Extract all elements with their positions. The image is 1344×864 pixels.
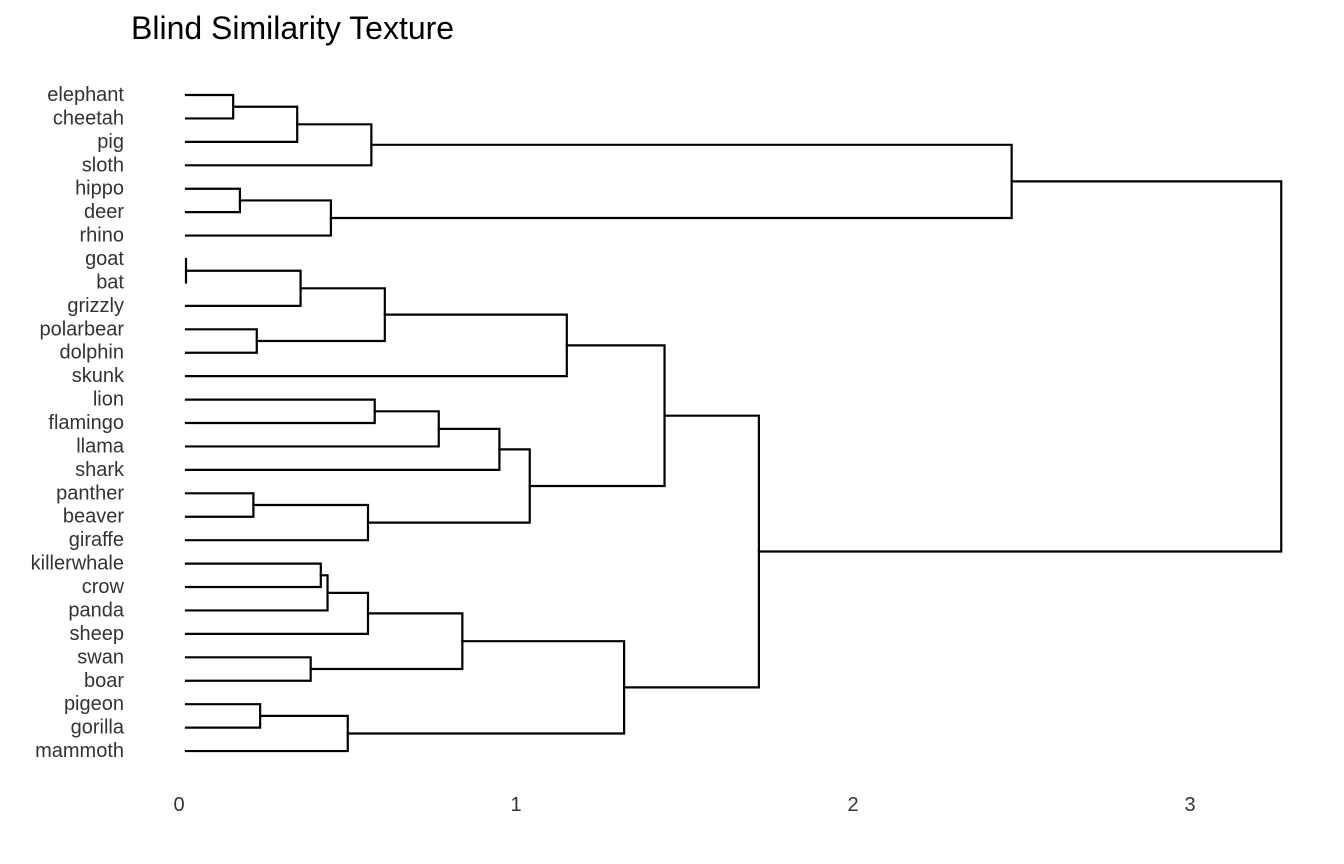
leaf-label-beaver: beaver xyxy=(63,506,124,528)
branch-merge-22 xyxy=(309,612,464,671)
leaf-label-dolphin: dolphin xyxy=(59,342,124,364)
branch-merge-0 xyxy=(184,93,235,120)
branch-merge-8 xyxy=(184,328,258,354)
branch-merge-19 xyxy=(184,574,329,612)
leaf-label-deer: deer xyxy=(84,201,124,223)
branch-merge-14 xyxy=(184,492,255,518)
leaf-label-skunk: skunk xyxy=(72,365,125,387)
leaf-label-crow: crow xyxy=(82,576,125,598)
branch-merge-12 xyxy=(184,410,440,448)
branch-merge-7 xyxy=(184,269,302,307)
leaf-label-panther: panther xyxy=(56,482,124,504)
leaf-labels: elephantcheetahpigslothhippodeerrhinogoa… xyxy=(31,84,125,762)
leaf-label-gorilla: gorilla xyxy=(71,717,125,739)
branch-merge-15 xyxy=(184,503,370,542)
leaf-label-panda: panda xyxy=(68,599,124,621)
branch-merge-10 xyxy=(184,313,568,378)
leaf-label-sloth: sloth xyxy=(82,154,124,176)
leaf-label-cheetah: cheetah xyxy=(53,107,124,129)
branch-merge-2 xyxy=(184,123,373,167)
dendrogram-branches xyxy=(184,93,1283,753)
x-tick-label-0: 0 xyxy=(173,794,184,816)
leaf-label-elephant: elephant xyxy=(47,84,124,106)
branch-merge-9 xyxy=(255,287,386,343)
branch-merge-11 xyxy=(184,398,376,425)
leaf-label-killerwhale: killerwhale xyxy=(31,553,124,575)
x-tick-label-3: 3 xyxy=(1184,794,1195,816)
branch-merge-1 xyxy=(184,105,299,143)
leaf-label-pig: pig xyxy=(97,131,124,153)
branch-merge-16 xyxy=(366,448,531,524)
leaf-label-pigeon: pigeon xyxy=(64,693,124,715)
leaf-label-flamingo: flamingo xyxy=(48,412,124,434)
leaf-label-lion: lion xyxy=(93,389,124,411)
leaf-label-boar: boar xyxy=(84,670,124,692)
branch-merge-18 xyxy=(184,562,322,589)
x-axis: 0 1 2 3 xyxy=(173,794,1195,816)
leaf-label-bat: bat xyxy=(96,271,124,293)
branch-merge-25 xyxy=(346,640,626,735)
x-tick-label-1: 1 xyxy=(510,794,521,816)
leaf-label-rhino: rhino xyxy=(80,225,124,247)
chart-title: Blind Similarity Texture xyxy=(131,10,454,46)
leaf-label-swan: swan xyxy=(77,646,124,668)
leaf-label-llama: llama xyxy=(76,435,125,457)
branch-merge-4 xyxy=(184,199,333,237)
leaf-label-shark: shark xyxy=(75,459,125,481)
branch-merge-24 xyxy=(184,714,349,753)
leaf-label-mammoth: mammoth xyxy=(35,740,124,762)
branch-merge-13 xyxy=(184,427,501,471)
leaf-label-polarbear: polarbear xyxy=(39,318,124,340)
leaf-label-giraffe: giraffe xyxy=(69,529,124,551)
leaf-label-goat: goat xyxy=(85,248,124,270)
x-tick-label-2: 2 xyxy=(847,794,858,816)
leaf-label-hippo: hippo xyxy=(75,178,124,200)
branch-merge-23 xyxy=(184,703,262,729)
branch-merge-20 xyxy=(184,591,370,635)
leaf-label-sheep: sheep xyxy=(70,623,125,645)
branch-merge-21 xyxy=(184,656,312,682)
branch-merge-17 xyxy=(528,344,666,488)
branch-merge-27 xyxy=(757,180,1283,553)
branch-merge-5 xyxy=(329,143,1013,220)
branch-merge-3 xyxy=(184,187,242,214)
branch-merge-26 xyxy=(623,414,760,689)
leaf-label-grizzly: grizzly xyxy=(67,295,124,317)
